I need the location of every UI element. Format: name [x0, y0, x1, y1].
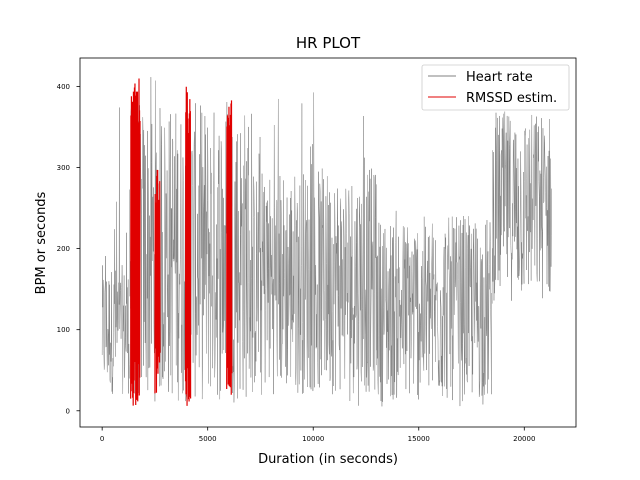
rmssd-series [130, 78, 233, 406]
rmssd-burst-2 [184, 86, 192, 406]
y-tick-label: 0 [66, 407, 70, 415]
legend-box [421, 64, 570, 111]
heart-rate-line-segment-4 [492, 111, 552, 301]
x-axis: 0 5000 10000 15000 20000 [100, 427, 535, 443]
rmssd-burst-0 [130, 78, 141, 406]
legend-label-heart-rate: Heart rate [466, 70, 533, 85]
rmssd-burst-3 [226, 100, 233, 395]
y-axis-label: BPM or seconds [34, 191, 49, 294]
heart-rate-line-segment-2 [249, 92, 377, 406]
x-tick-label: 10000 [302, 435, 324, 443]
x-tick-label: 5000 [199, 435, 217, 443]
legend-label-rmssd: RMSSD estim. [466, 91, 557, 106]
x-tick-label: 0 [100, 435, 104, 443]
x-tick-label: 15000 [408, 435, 430, 443]
y-tick-label: 300 [57, 164, 70, 172]
y-tick-label: 100 [57, 326, 70, 334]
legend: Heart rate RMSSD estim. [421, 64, 570, 111]
heart-rate-line-segment-3 [376, 210, 493, 407]
x-axis-label: Duration (in seconds) [258, 452, 398, 467]
chart-title: HR PLOT [296, 34, 361, 52]
y-tick-label: 400 [57, 83, 70, 91]
y-axis: 0 100 200 300 400 [57, 83, 80, 415]
rmssd-burst-1 [154, 169, 161, 394]
heart-rate-line-segment-0 [101, 107, 130, 394]
y-tick-label: 200 [57, 245, 70, 253]
x-tick-label: 20000 [513, 435, 535, 443]
